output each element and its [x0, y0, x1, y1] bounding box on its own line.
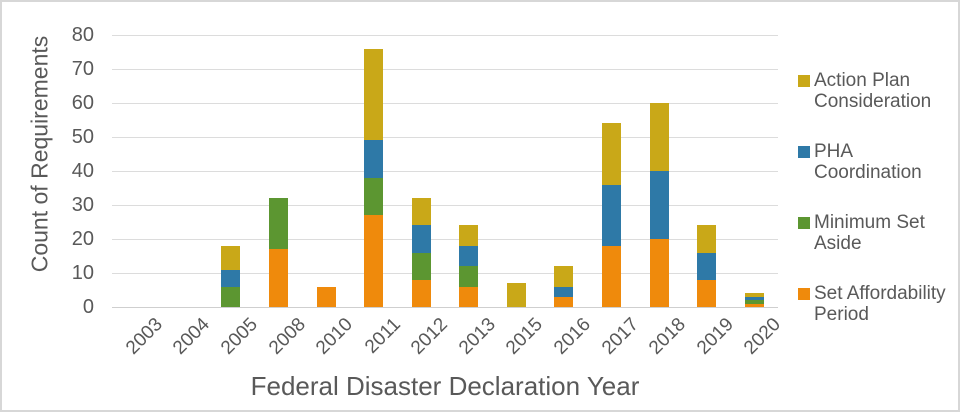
bar-segment [602, 123, 621, 185]
legend-swatch [798, 288, 810, 300]
bar-segment [744, 293, 764, 297]
legend-item: Minimum Set Aside [798, 212, 960, 254]
y-axis-tick-label: 30 [71, 194, 94, 216]
bar-segment [411, 198, 431, 226]
bar-segment [364, 140, 384, 178]
bar-2020 [744, 293, 764, 307]
bar-segment [602, 245, 621, 307]
legend-item-label: Action Plan Consideration [814, 70, 932, 112]
bar-segment [744, 300, 764, 304]
bar-segment [411, 279, 431, 307]
bar-segment [459, 266, 479, 287]
x-axis-tick-label: 2011 [360, 314, 405, 358]
gridline [112, 103, 778, 104]
x-axis-tick-label: 2013 [454, 314, 500, 359]
bar-segment [411, 225, 431, 253]
gridline [112, 205, 778, 206]
bar-2017 [602, 123, 621, 307]
bar-segment [744, 303, 764, 307]
gridline [112, 69, 778, 70]
bar-2010 [316, 286, 336, 307]
bar-segment [316, 286, 336, 307]
x-axis-tick-label: 2004 [169, 314, 215, 359]
legend-swatch [798, 146, 810, 158]
bar-segment [459, 245, 479, 267]
x-axis-tick-label: 2018 [645, 314, 690, 359]
bar-segment [364, 177, 384, 216]
bar-2012 [411, 198, 431, 307]
y-axis-tick-label: 20 [71, 228, 94, 250]
x-axis-tick-label: 2019 [692, 314, 738, 359]
bar-segment [269, 249, 288, 307]
gridline [112, 171, 778, 172]
bar-segment [602, 184, 621, 246]
x-axis-tick-label: 2012 [407, 314, 453, 359]
bar-segment [459, 225, 479, 246]
y-axis-tick-label: 80 [71, 24, 94, 46]
x-axis-tick-label: 2008 [264, 314, 310, 359]
bar-2013 [459, 225, 479, 307]
bar-segment [744, 296, 764, 301]
legend-item-label: Minimum Set Aside [814, 212, 925, 254]
bar-segment [697, 225, 717, 253]
bar-segment [411, 252, 431, 280]
bar-2008 [269, 198, 288, 307]
bar-segment [697, 279, 717, 307]
legend-swatch [798, 75, 810, 87]
plot-area [112, 35, 778, 308]
x-axis-tick-label: 2017 [597, 314, 643, 359]
y-axis-tick-label: 40 [71, 160, 94, 182]
x-axis-title: Federal Disaster Declaration Year [250, 371, 640, 401]
y-axis-tick-label: 10 [71, 262, 94, 284]
bar-segment [554, 266, 574, 287]
legend-item: Action Plan Consideration [798, 70, 960, 112]
gridline [112, 239, 778, 240]
bar-segment [459, 286, 479, 307]
x-axis-tick-label: 2015 [502, 314, 548, 359]
legend-swatch [798, 217, 810, 229]
legend-item: PHA Coordination [798, 141, 960, 183]
bar-segment [649, 239, 669, 307]
bar-2011 [364, 48, 384, 307]
bar-segment [269, 198, 288, 250]
bar-segment [364, 215, 384, 307]
x-axis-tick-label: 2003 [121, 314, 167, 359]
bar-segment [649, 103, 669, 171]
legend-item: Set Affordability Period [798, 283, 960, 325]
bar-segment [364, 48, 384, 141]
bar-2016 [554, 266, 574, 307]
bar-2015 [506, 283, 526, 307]
gridline [112, 35, 778, 36]
x-axis-tick-label: 2016 [550, 314, 595, 359]
bar-segment [697, 252, 717, 280]
y-axis-tick-label: 70 [71, 58, 94, 80]
gridline [112, 273, 778, 274]
y-axis-tick-label: 50 [71, 126, 94, 148]
bar-segment [221, 286, 241, 307]
legend-item-label: PHA Coordination [814, 141, 922, 183]
x-axis-tick-label: 2020 [740, 314, 786, 359]
bar-2018 [649, 103, 669, 307]
legend: Action Plan Consideration PHA Coordinatio… [798, 70, 960, 354]
y-axis-tick-label: 60 [71, 92, 94, 114]
bar-2019 [697, 225, 717, 307]
y-axis-tick-label: 0 [82, 296, 94, 318]
bar-segment [649, 171, 669, 239]
x-axis-tick-label: 2005 [217, 314, 262, 359]
bar-2005 [221, 245, 241, 307]
gridline [112, 137, 778, 138]
bar-segment [506, 283, 526, 307]
bar-segment [554, 286, 574, 297]
legend-item-label: Set Affordability Period [814, 283, 946, 325]
bar-segment [221, 245, 241, 270]
x-axis-tick-label: 2010 [312, 314, 357, 359]
bar-segment [554, 296, 574, 307]
bar-segment [221, 269, 241, 287]
